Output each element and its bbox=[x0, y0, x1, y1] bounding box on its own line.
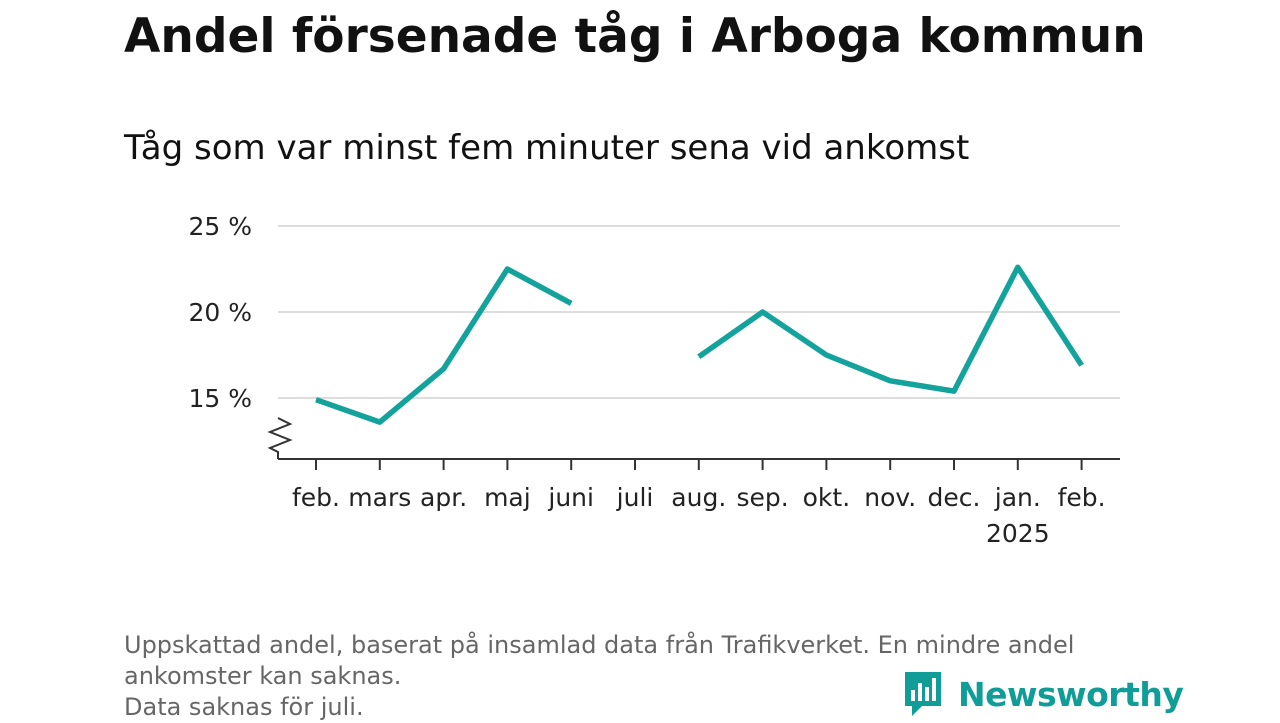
y-tick-label: 20 % bbox=[188, 298, 252, 327]
grid-lines bbox=[278, 225, 1120, 399]
page-title: Andel försenade tåg i Arboga kommun bbox=[124, 9, 1146, 64]
x-tick-label: sep. bbox=[736, 483, 788, 512]
brand-logo: Newsworthy bbox=[902, 670, 1184, 718]
x-axis bbox=[267, 417, 1120, 470]
footnote-line-1: Uppskattad andel, baserat på insamlad da… bbox=[124, 631, 1075, 659]
x-tick-label: okt. bbox=[803, 483, 851, 512]
footnote-line-3: Data saknas för juli. bbox=[124, 693, 364, 721]
x-year-label: 2025 bbox=[986, 519, 1050, 548]
x-tick-label: juli bbox=[616, 483, 654, 512]
series-line-segment bbox=[315, 266, 573, 425]
footnote-line-2: ankomster kan saknas. bbox=[124, 662, 402, 690]
y-axis-labels: 15 % 20 % 25 % bbox=[188, 212, 252, 413]
y-tick-label: 15 % bbox=[188, 384, 252, 413]
brand-name: Newsworthy bbox=[958, 674, 1184, 714]
x-tick-label: feb. bbox=[1058, 483, 1106, 512]
y-tick-label: 25 % bbox=[188, 212, 252, 241]
x-tick-label: dec. bbox=[928, 483, 981, 512]
page-subtitle: Tåg som var minst fem minuter sena vid a… bbox=[124, 128, 970, 168]
series-lines bbox=[315, 264, 1084, 425]
x-axis-labels: feb. mars apr. maj juni juli aug. sep. okt. nov. d… bbox=[292, 483, 1106, 548]
newsworthy-logo-icon bbox=[905, 672, 941, 716]
x-tick-label: mars bbox=[348, 483, 411, 512]
x-tick-label: aug. bbox=[671, 483, 726, 512]
axis-break-icon bbox=[267, 417, 293, 459]
series-line-segment bbox=[697, 264, 1084, 394]
x-tick-label: apr. bbox=[420, 483, 467, 512]
x-tick-label: jan. bbox=[994, 483, 1041, 512]
x-tick-label: maj bbox=[484, 483, 531, 512]
x-tick-label: nov. bbox=[864, 483, 916, 512]
x-tick-label: juni bbox=[547, 483, 594, 512]
x-tick-label: feb. bbox=[292, 483, 340, 512]
